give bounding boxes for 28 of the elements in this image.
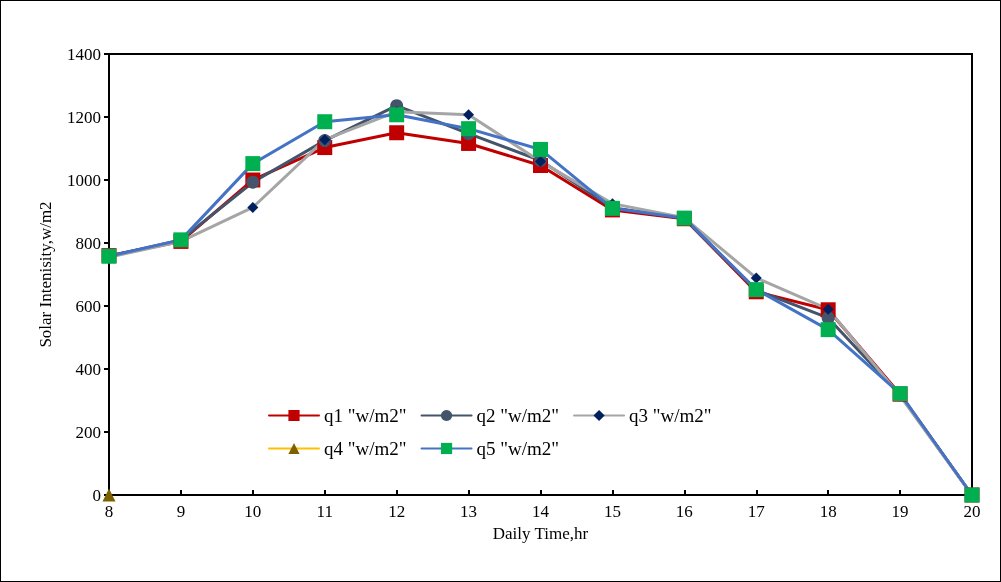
x-tick-label: 15 bbox=[603, 502, 621, 521]
x-tick-label: 20 bbox=[963, 502, 981, 521]
y-tick-label: 1400 bbox=[67, 44, 101, 64]
x-tick-label: 18 bbox=[819, 502, 837, 521]
y-tick-label: 800 bbox=[75, 233, 101, 253]
x-tick-label: 17 bbox=[747, 502, 766, 521]
y-tick-label: 1000 bbox=[67, 170, 101, 190]
x-tick-label: 9 bbox=[176, 502, 186, 521]
legend-label: q4 "w/m2" bbox=[324, 438, 407, 459]
x-tick-label: 8 bbox=[104, 502, 114, 521]
legend-label: q2 "w/m2" bbox=[476, 405, 560, 426]
x-tick-label: 11 bbox=[316, 502, 333, 521]
x-tick-label: 13 bbox=[460, 502, 478, 521]
legend-label: q1 "w/m2" bbox=[324, 405, 407, 426]
y-tick-label: 200 bbox=[75, 422, 101, 442]
y-tick-label: 400 bbox=[75, 359, 101, 379]
x-tick-label: 16 bbox=[675, 502, 693, 521]
x-tick-label: 12 bbox=[388, 502, 406, 521]
y-axis-title: Solar Intenisity,w/m2 bbox=[36, 201, 55, 348]
legend-label: q3 "w/m2" bbox=[629, 405, 712, 426]
y-tick-label: 1200 bbox=[67, 107, 101, 127]
y-tick-label: 0 bbox=[92, 485, 101, 505]
x-tick-label: 14 bbox=[532, 502, 550, 521]
x-tick-label: 19 bbox=[891, 502, 909, 521]
legend-label: q5 "w/m2" bbox=[476, 438, 560, 459]
x-axis-title: Daily Time,hr bbox=[492, 523, 589, 543]
y-tick-label: 600 bbox=[75, 296, 101, 316]
x-tick-label: 10 bbox=[244, 502, 262, 521]
